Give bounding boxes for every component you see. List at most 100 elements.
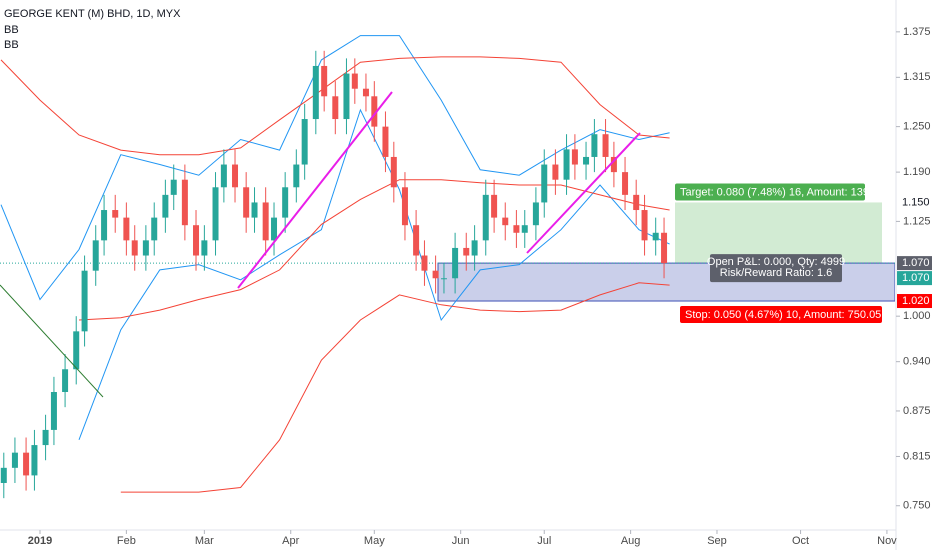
y-tick-label: 1.250 [903,121,931,133]
candle-body [332,96,339,120]
candle-body [401,187,408,226]
x-tick-label: Jun [452,535,470,547]
candle-body [571,149,578,165]
candle-body [201,240,208,256]
candle-body [112,210,119,218]
stop-label-bg [680,306,882,324]
pnl-label-bg [710,254,842,283]
candle-body [521,225,528,233]
candle-body [293,164,300,188]
candle-body [42,429,49,446]
x-tick-label: Jul [537,535,551,547]
rr-label: Risk/Reward Ratio: 1.6 [720,267,833,279]
bollinger-line [0,35,670,301]
y-tick-label: 1.000 [903,310,931,322]
candle-body [421,255,428,271]
candle-body [563,149,570,180]
candle-body [641,210,648,241]
y-tick-label: 1.190 [903,166,931,178]
candle-body [362,88,369,97]
candle-body [131,240,138,256]
price-tag-bg [897,294,932,309]
candle-body [452,247,459,279]
trend-line [526,132,641,254]
candle-body [62,369,69,393]
candle-body [513,225,520,233]
x-tick-label: Aug [621,535,641,547]
candle-body [232,164,239,188]
x-tick-label: 2019 [28,535,52,547]
y-tick-label: 1.125 [903,215,931,227]
y-tick-label: 1.315 [903,71,931,83]
candle-body [193,225,200,256]
target-label: Target: 0.080 (7.48%) 16, Amount: 1399.9… [680,186,890,198]
candle-body [541,164,548,203]
candle-body [463,247,470,256]
candle-body [123,217,130,241]
candle-body [432,270,439,279]
trend-line [0,284,104,398]
bollinger-line [78,179,670,321]
target-zone [675,202,882,264]
candle-body [471,240,478,256]
indicator-label: BB [4,39,19,51]
candle-body [491,194,498,218]
candle-body [170,179,177,195]
indicator-label: BB [4,24,19,36]
candle-body [552,164,559,180]
trend-line [237,91,393,289]
pnl-label: Open P&L: 0.000, Qty: 4999 [707,256,845,268]
candle-body [661,232,668,264]
candle-body [532,202,539,226]
y-tick-label: 1.375 [903,26,931,38]
plot-area [0,35,895,499]
candle-body [0,467,7,483]
price-tag-bg [897,271,932,286]
candle-body [73,331,80,370]
candle-body [23,452,30,476]
y-tick-label: 0.750 [903,500,931,512]
y-tick-label: 0.815 [903,450,931,462]
stop-label: Stop: 0.050 (4.67%) 10, Amount: 750.05 [685,309,881,321]
candle-body [50,392,57,430]
price-tag: 1.020 [902,295,930,307]
candle-body [220,164,227,188]
candle-body [633,194,640,211]
candle-body [351,73,358,89]
chart-title: GEORGE KENT (M) BHD, 1D, MYX [4,8,181,20]
price-tag: 1.150 [902,196,930,208]
bollinger-line [120,282,670,493]
candle-body [371,96,378,127]
candle-body [92,240,99,271]
candle-body [652,232,659,241]
x-tick-label: Feb [117,535,136,547]
candle-body [591,134,598,157]
price-tag-bg [897,195,932,210]
x-tick-label: Sep [707,535,727,547]
candle-body [282,187,289,218]
candle-body [212,187,219,241]
candle-body [583,156,590,165]
y-tick-label: 0.940 [903,356,931,368]
candle-body [622,172,629,195]
candle-body [321,65,328,97]
candle-body [440,278,447,280]
candle-body [610,156,617,173]
bollinger-line [78,108,670,440]
candle-body [11,452,18,468]
candle-body [262,202,269,241]
candle-body [602,134,609,157]
candle-body [81,270,88,332]
candle-body [101,210,108,241]
candle-body [343,73,350,120]
bollinger-line [0,56,670,156]
y-tick-label: 0.875 [903,405,931,417]
candle-body [301,119,308,165]
candle-body [243,187,250,218]
price-tag-bg [897,256,932,271]
candle-body [162,194,169,218]
candle-body [390,156,397,188]
x-tick-label: May [364,535,385,547]
x-tick-label: Mar [195,535,214,547]
